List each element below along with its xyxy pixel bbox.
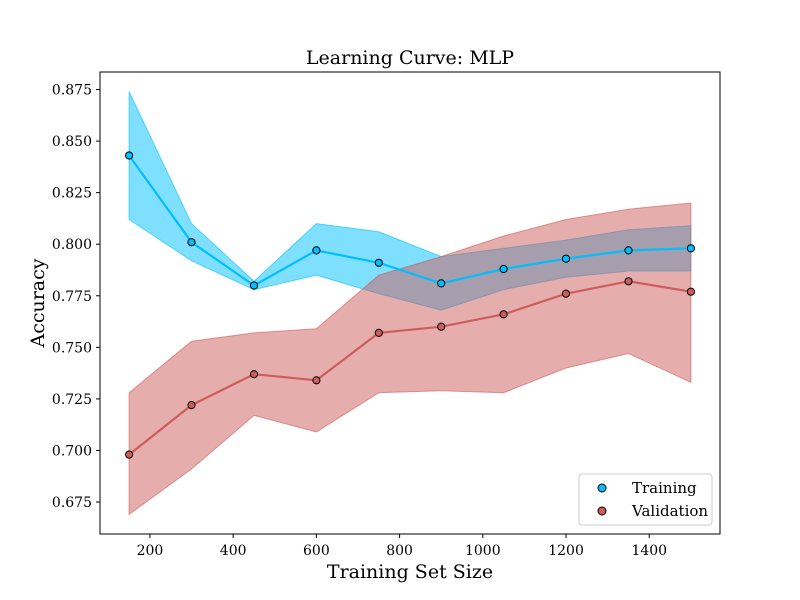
training-point	[437, 279, 446, 288]
training-line	[128, 154, 691, 287]
legend-marker-validation	[597, 506, 607, 516]
x-tick-label: 1400	[631, 543, 667, 559]
legend-marker-training	[597, 483, 607, 493]
legend-label-training: Training	[632, 479, 697, 497]
validation-point	[187, 401, 196, 410]
y-tick-label: 0.775	[52, 289, 92, 305]
training-point	[624, 246, 633, 255]
validation-point	[125, 450, 134, 459]
chart-title: Learning Curve: MLP	[306, 47, 514, 69]
x-axis-label: Training Set Size	[327, 561, 493, 583]
y-tick-label: 0.875	[52, 83, 92, 99]
training-point	[374, 258, 383, 267]
x-tick-label: 1200	[548, 543, 584, 559]
validation-band	[128, 202, 692, 516]
series-points	[125, 151, 696, 459]
validation-point	[437, 322, 446, 331]
x-tick-label: 800	[386, 543, 413, 559]
validation-point	[312, 376, 321, 385]
training-point	[187, 238, 196, 247]
y-tick-label: 0.675	[52, 495, 92, 511]
series-lines	[128, 154, 692, 456]
plot-frame	[99, 71, 721, 535]
legend-label-validation: Validation	[631, 502, 708, 520]
y-tick-label: 0.725	[52, 392, 92, 408]
validation-point	[561, 289, 571, 298]
x-tick-label: 200	[137, 543, 164, 559]
y-tick-label: 0.825	[52, 186, 92, 202]
y-axis-label: Accuracy	[27, 258, 49, 348]
training-point	[125, 151, 134, 160]
validation-point	[499, 310, 508, 319]
y-tick-label: 0.750	[52, 340, 92, 356]
training-point	[561, 254, 571, 263]
y-tick-label: 0.700	[52, 443, 92, 459]
y-tick-label: 0.850	[52, 134, 92, 150]
training-point	[499, 264, 508, 274]
training-point	[686, 244, 696, 253]
validation-point	[374, 328, 383, 337]
validation-line	[128, 280, 692, 456]
y-axis-ticks: 0.675 0.700 0.725 0.750 0.775 0.800 0.825 0.850…	[52, 83, 100, 511]
x-axis-ticks: 200 400 600 800 1000 1200 1400	[137, 534, 667, 559]
validation-point	[624, 277, 633, 286]
x-tick-label: 600	[303, 543, 330, 559]
training-point	[312, 246, 321, 255]
x-tick-label: 400	[220, 543, 247, 559]
x-tick-label: 1000	[465, 543, 501, 559]
y-tick-label: 0.800	[52, 237, 92, 253]
training-point	[249, 281, 259, 290]
validation-point	[249, 370, 259, 379]
confidence-bands	[128, 91, 692, 516]
legend-box	[578, 473, 713, 526]
validation-point	[686, 287, 696, 296]
legend: Training Validation	[578, 473, 713, 526]
